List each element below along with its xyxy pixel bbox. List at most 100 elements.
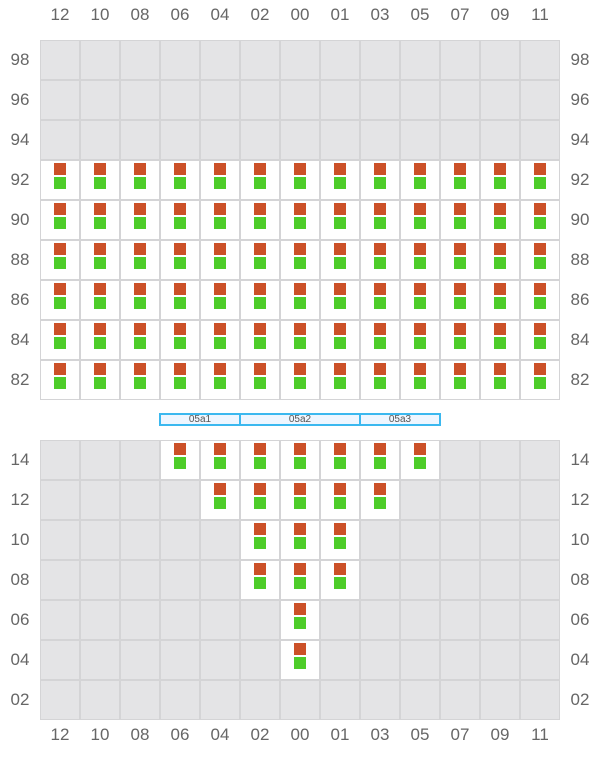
seat-available[interactable] — [320, 200, 360, 240]
seat-available[interactable] — [360, 480, 400, 520]
seat-available[interactable] — [400, 320, 440, 360]
seat-available[interactable] — [440, 240, 480, 280]
seat-available[interactable] — [80, 160, 120, 200]
marker-top-icon — [294, 363, 306, 375]
seat-available[interactable] — [160, 320, 200, 360]
seat-available[interactable] — [240, 360, 280, 400]
seat-available[interactable] — [320, 520, 360, 560]
seat-available[interactable] — [240, 240, 280, 280]
seat-available[interactable] — [280, 560, 320, 600]
seat-available[interactable] — [320, 480, 360, 520]
seat-available[interactable] — [120, 160, 160, 200]
seat-available[interactable] — [320, 440, 360, 480]
seat-available[interactable] — [200, 160, 240, 200]
seat-available[interactable] — [160, 280, 200, 320]
seat-available[interactable] — [520, 200, 560, 240]
seat-available[interactable] — [480, 160, 520, 200]
seat-unavailable — [80, 120, 120, 160]
seat-available[interactable] — [360, 200, 400, 240]
seat-available[interactable] — [80, 240, 120, 280]
seat-available[interactable] — [520, 240, 560, 280]
seat-available[interactable] — [200, 200, 240, 240]
seat-available[interactable] — [240, 280, 280, 320]
seat-available[interactable] — [160, 240, 200, 280]
seat-available[interactable] — [360, 360, 400, 400]
seat-available[interactable] — [280, 160, 320, 200]
seat-available[interactable] — [520, 160, 560, 200]
seat-available[interactable] — [480, 360, 520, 400]
seat-available[interactable] — [80, 360, 120, 400]
seat-available[interactable] — [320, 280, 360, 320]
seat-available[interactable] — [280, 640, 320, 680]
seat-available[interactable] — [520, 360, 560, 400]
seat-available[interactable] — [280, 480, 320, 520]
seat-available[interactable] — [280, 360, 320, 400]
seat-available[interactable] — [240, 440, 280, 480]
seat-available[interactable] — [240, 480, 280, 520]
seat-available[interactable] — [160, 160, 200, 200]
seat-available[interactable] — [200, 280, 240, 320]
seat-available[interactable] — [240, 560, 280, 600]
seat-available[interactable] — [440, 360, 480, 400]
seat-available[interactable] — [120, 360, 160, 400]
seat-available[interactable] — [480, 240, 520, 280]
seat-available[interactable] — [400, 160, 440, 200]
seat-available[interactable] — [360, 160, 400, 200]
seat-available[interactable] — [280, 200, 320, 240]
seat-available[interactable] — [200, 320, 240, 360]
seat-available[interactable] — [400, 360, 440, 400]
seat-available[interactable] — [80, 280, 120, 320]
seat-available[interactable] — [400, 280, 440, 320]
seat-available[interactable] — [240, 200, 280, 240]
seat-available[interactable] — [280, 520, 320, 560]
seat-available[interactable] — [520, 280, 560, 320]
seat-available[interactable] — [440, 320, 480, 360]
seat-available[interactable] — [240, 320, 280, 360]
seat-available[interactable] — [120, 200, 160, 240]
seat-available[interactable] — [280, 600, 320, 640]
seat-available[interactable] — [320, 240, 360, 280]
seat-available[interactable] — [480, 280, 520, 320]
seat-available[interactable] — [200, 240, 240, 280]
seat-available[interactable] — [320, 320, 360, 360]
seat-available[interactable] — [120, 280, 160, 320]
seat-available[interactable] — [80, 320, 120, 360]
seat-available[interactable] — [480, 200, 520, 240]
seat-available[interactable] — [440, 200, 480, 240]
seat-available[interactable] — [320, 360, 360, 400]
seat-available[interactable] — [440, 160, 480, 200]
seat-available[interactable] — [240, 520, 280, 560]
seat-available[interactable] — [40, 360, 80, 400]
seat-available[interactable] — [280, 440, 320, 480]
seat-available[interactable] — [240, 160, 280, 200]
seat-available[interactable] — [120, 320, 160, 360]
seat-available[interactable] — [160, 440, 200, 480]
seat-available[interactable] — [80, 200, 120, 240]
seat-available[interactable] — [400, 440, 440, 480]
seat-available[interactable] — [360, 240, 400, 280]
seat-available[interactable] — [520, 320, 560, 360]
seat-available[interactable] — [40, 280, 80, 320]
seat-available[interactable] — [120, 240, 160, 280]
seat-available[interactable] — [320, 560, 360, 600]
seat-available[interactable] — [160, 200, 200, 240]
seat-available[interactable] — [360, 440, 400, 480]
seat-available[interactable] — [440, 280, 480, 320]
seat-available[interactable] — [40, 200, 80, 240]
seat-available[interactable] — [280, 240, 320, 280]
seat-available[interactable] — [360, 320, 400, 360]
seat-available[interactable] — [280, 280, 320, 320]
seat-available[interactable] — [400, 240, 440, 280]
seat-available[interactable] — [200, 480, 240, 520]
seat-available[interactable] — [40, 320, 80, 360]
seat-available[interactable] — [40, 160, 80, 200]
seat-available[interactable] — [480, 320, 520, 360]
seat-available[interactable] — [280, 320, 320, 360]
seat-available[interactable] — [200, 360, 240, 400]
seat-available[interactable] — [160, 360, 200, 400]
seat-available[interactable] — [200, 440, 240, 480]
seat-available[interactable] — [360, 280, 400, 320]
seat-available[interactable] — [40, 240, 80, 280]
seat-available[interactable] — [320, 160, 360, 200]
seat-available[interactable] — [400, 200, 440, 240]
